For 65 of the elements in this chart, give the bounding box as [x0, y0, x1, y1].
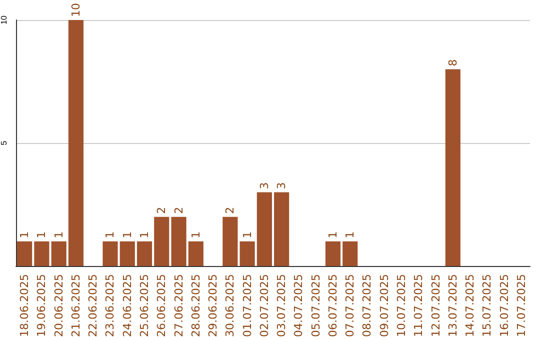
x-tick-label: 18.06.2025 — [18, 274, 32, 338]
x-tick-label: 16.07.2025 — [498, 274, 511, 338]
bar — [445, 69, 460, 266]
x-tick-label: 25.06.2025 — [138, 274, 151, 338]
bar — [17, 241, 32, 266]
x-tick-label: 09.07.2025 — [378, 274, 391, 338]
x-tick-label: 20.06.2025 — [52, 274, 66, 338]
x-tick-label: 30.06.2025 — [224, 274, 237, 338]
x-tick-label: 05.07.2025 — [309, 274, 322, 338]
bar — [274, 192, 290, 266]
x-tick-label: 14.07.2025 — [464, 274, 477, 338]
x-tick-label: 27.06.2025 — [172, 274, 186, 338]
x-tick-label: 19.06.2025 — [35, 274, 48, 338]
x-tick-label: 22.06.2025 — [86, 274, 100, 338]
bar — [51, 241, 66, 266]
x-tick-label: 06.07.2025 — [326, 274, 340, 338]
x-tick-label: 10.07.2025 — [395, 274, 408, 338]
x-tick-label: 17.07.2025 — [514, 274, 528, 338]
x-tick-label: 07.07.2025 — [344, 274, 357, 338]
data-label: 1 — [104, 231, 117, 238]
x-tick-label: 11.07.2025 — [412, 274, 426, 338]
x-tick-label: 03.07.2025 — [275, 274, 288, 338]
data-label: 1 — [326, 231, 340, 238]
x-tick-label: 15.07.2025 — [480, 274, 494, 338]
data-label: 1 — [344, 231, 357, 238]
x-tick-label: 12.07.2025 — [429, 274, 442, 338]
data-label: 2 — [224, 206, 237, 214]
bar — [136, 241, 152, 266]
y-tick-label: 5 — [0, 140, 8, 146]
data-label: 1 — [35, 231, 48, 238]
bar — [256, 192, 272, 266]
data-label: 1 — [240, 231, 254, 238]
x-tick-label: 13.07.2025 — [446, 274, 460, 338]
x-tick-label: 01.07.2025 — [240, 274, 254, 338]
bar — [34, 241, 50, 266]
x-tick-label: 24.06.2025 — [120, 274, 134, 338]
data-label: 2 — [155, 206, 168, 214]
data-label: 1 — [120, 231, 134, 238]
data-label: 1 — [18, 231, 32, 238]
bar — [325, 241, 341, 266]
x-tick-label: 04.07.2025 — [292, 274, 306, 338]
data-label: 3 — [275, 182, 288, 190]
bar — [222, 216, 238, 266]
data-label: 2 — [172, 206, 186, 214]
bar — [171, 216, 186, 266]
data-label: 3 — [258, 182, 271, 190]
bar — [120, 241, 135, 266]
bar — [188, 241, 204, 266]
data-label: 1 — [52, 231, 66, 238]
x-tick-label: 26.06.2025 — [155, 274, 168, 338]
bar — [154, 216, 170, 266]
x-tick-label: 28.06.2025 — [189, 274, 202, 338]
data-label: 1 — [138, 231, 151, 238]
x-tick-label: 08.07.2025 — [360, 274, 374, 338]
x-tick-label: 21.06.2025 — [69, 274, 82, 338]
data-label: 8 — [446, 59, 460, 66]
bar — [342, 241, 358, 266]
data-label: 1 — [189, 231, 202, 238]
x-tick-label: 29.06.2025 — [206, 274, 220, 338]
x-tick-label: 02.07.2025 — [258, 274, 271, 338]
x-tick-label: 23.06.2025 — [104, 274, 117, 338]
data-label: 10 — [69, 3, 82, 17]
bar — [240, 241, 255, 266]
bar — [68, 20, 84, 266]
bar — [102, 241, 118, 266]
